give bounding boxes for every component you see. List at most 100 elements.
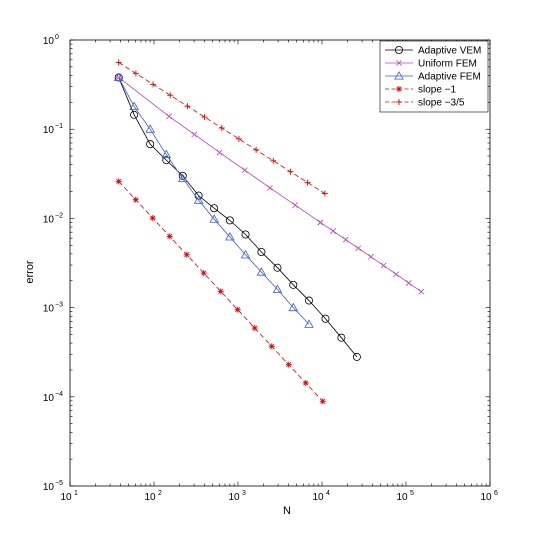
legend-label: Adaptive VEM [418, 46, 481, 57]
data-point [257, 248, 266, 257]
data-point [217, 288, 224, 295]
data-point [273, 263, 282, 272]
data-point [150, 81, 157, 88]
data-point-stroke [320, 398, 326, 404]
data-point [352, 352, 361, 361]
data-point [132, 70, 139, 77]
data-point-stroke [133, 197, 139, 203]
y-tick-exponent: −5 [55, 480, 63, 487]
legend-marker [396, 99, 402, 105]
data-point [285, 361, 292, 368]
legend-item-slope-3-5: slope −3/5 [385, 98, 465, 109]
y-tick-exponent: 0 [55, 34, 59, 41]
legend-marker-stroke [396, 60, 402, 66]
data-point [304, 296, 313, 305]
x-tick-label: 10 [312, 492, 324, 503]
data-point [368, 253, 374, 260]
legend-marker [396, 86, 402, 92]
data-point [317, 219, 324, 226]
data-point-stroke [191, 131, 198, 138]
data-point [292, 202, 298, 208]
x-tick-exponent: 5 [410, 490, 414, 497]
x-tick-exponent: 4 [326, 490, 330, 497]
data-point [304, 319, 314, 328]
data-point [225, 232, 235, 241]
data-point-stroke [216, 149, 223, 156]
data-point [319, 398, 326, 405]
data-point-stroke [368, 253, 374, 260]
data-point-stroke [380, 262, 387, 269]
data-point [115, 59, 122, 66]
x-tick-label: 10 [144, 492, 156, 503]
legend-label: slope −1 [418, 85, 457, 96]
data-point [302, 379, 309, 386]
data-point [209, 214, 219, 223]
data-point [129, 101, 139, 110]
x-tick-exponent: 2 [158, 490, 162, 497]
data-point [256, 267, 267, 276]
data-point [304, 179, 311, 186]
data-point [200, 270, 207, 277]
data-point [113, 72, 124, 81]
data-point [251, 325, 258, 332]
data-point-stroke [166, 113, 172, 120]
data-point-stroke [184, 252, 190, 258]
data-point [184, 103, 191, 110]
data-point [267, 184, 273, 191]
legend-marker [394, 46, 403, 55]
data-point [216, 149, 223, 156]
data-point [330, 228, 336, 234]
series-line [118, 77, 358, 358]
data-point [342, 236, 349, 243]
data-point [146, 140, 155, 149]
data-point-stroke [201, 270, 207, 276]
data-point-stroke [252, 325, 258, 331]
series-adaptive-fem [113, 72, 314, 328]
x-tick-label: 10 [396, 492, 408, 503]
legend-marker [394, 71, 404, 80]
y-tick-exponent: −1 [55, 123, 63, 130]
y-tick-exponent: −4 [55, 391, 63, 398]
series-uniform-fem [115, 74, 425, 295]
data-point-stroke [269, 343, 275, 349]
data-point [149, 215, 156, 222]
x-tick-exponent: 3 [242, 490, 246, 497]
data-point-stroke [355, 245, 362, 252]
legend-label: Uniform FEM [418, 59, 477, 70]
y-tick-exponent: −3 [55, 302, 63, 309]
data-point [253, 146, 260, 153]
data-point [272, 284, 283, 293]
data-point-stroke [235, 307, 241, 313]
data-point [178, 171, 187, 180]
data-point-stroke [267, 184, 273, 191]
y-tick-label: 10 [43, 482, 55, 493]
x-tick-label: 10 [228, 492, 240, 503]
data-point-stroke [303, 380, 309, 386]
data-point [241, 230, 250, 239]
data-point-stroke [167, 233, 173, 239]
series-line [118, 77, 310, 325]
data-point [145, 124, 155, 133]
legend-marker [396, 60, 402, 66]
data-point-stroke [150, 215, 156, 221]
data-point [183, 251, 190, 258]
x-tick-label: 10 [480, 492, 492, 503]
data-point [201, 114, 208, 121]
y-tick-label: 10 [43, 36, 55, 47]
data-point [166, 233, 173, 240]
data-point [355, 245, 362, 252]
data-point [115, 178, 122, 185]
series-layer [113, 59, 425, 405]
x-tick-exponent: 6 [494, 490, 498, 497]
data-point [225, 216, 234, 225]
x-tick-exponent: 1 [74, 490, 78, 497]
data-point [405, 280, 412, 286]
data-point [218, 124, 225, 131]
data-point [167, 92, 174, 99]
legend: Adaptive VEM Uniform FEM Adaptive FEM slope… [379, 40, 489, 113]
data-point-stroke [393, 271, 399, 278]
legend-label: slope −3/5 [418, 98, 465, 109]
data-point-stroke [218, 288, 224, 294]
data-point [321, 314, 330, 323]
